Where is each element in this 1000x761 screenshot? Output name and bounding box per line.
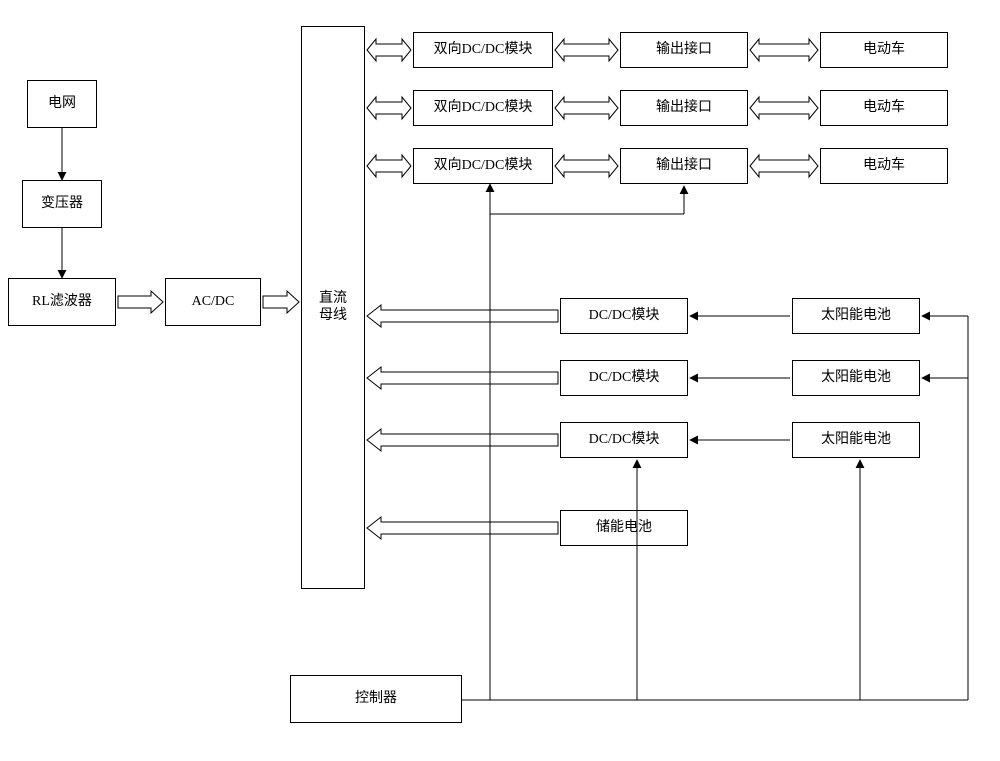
out-if-2-box: 输出接口 (620, 90, 748, 126)
solar-1-box: 太阳能电池 (792, 298, 920, 334)
ev-3-box: 电动车 (820, 148, 948, 184)
solar-3-label: 太阳能电池 (821, 432, 891, 449)
grid-box: 电网 (27, 80, 97, 128)
transformer-box: 变压器 (22, 180, 102, 228)
bi-dcdc-3-label: 双向DC/DC模块 (434, 158, 533, 175)
solar-3-box: 太阳能电池 (792, 422, 920, 458)
acdc-box: AC/DC (165, 278, 261, 326)
solar-2-label: 太阳能电池 (821, 370, 891, 387)
bi-dcdc-1-box: 双向DC/DC模块 (413, 32, 553, 68)
grid-label: 电网 (48, 96, 76, 113)
ev-2-box: 电动车 (820, 90, 948, 126)
ev-2-label: 电动车 (863, 100, 905, 117)
dcdc-2-label: DC/DC模块 (589, 370, 660, 387)
storage-box: 储能电池 (560, 510, 688, 546)
out-if-3-box: 输出接口 (620, 148, 748, 184)
bi-dcdc-3-box: 双向DC/DC模块 (413, 148, 553, 184)
dc-bus-box: 直流 母线 (301, 26, 365, 589)
out-if-1-box: 输出接口 (620, 32, 748, 68)
dcdc-1-box: DC/DC模块 (560, 298, 688, 334)
ev-3-label: 电动车 (863, 158, 905, 175)
solar-2-box: 太阳能电池 (792, 360, 920, 396)
solar-1-label: 太阳能电池 (821, 308, 891, 325)
rl-filter-box: RL滤波器 (8, 278, 116, 326)
controller-box: 控制器 (290, 675, 462, 723)
dcdc-3-box: DC/DC模块 (560, 422, 688, 458)
dcdc-2-box: DC/DC模块 (560, 360, 688, 396)
out-if-1-label: 输出接口 (656, 42, 712, 59)
out-if-2-label: 输出接口 (656, 100, 712, 117)
bi-dcdc-1-label: 双向DC/DC模块 (434, 42, 533, 59)
out-if-3-label: 输出接口 (656, 158, 712, 175)
dc-bus-label: 直流 母线 (319, 291, 347, 325)
acdc-label: AC/DC (192, 294, 235, 311)
ev-1-box: 电动车 (820, 32, 948, 68)
ev-1-label: 电动车 (863, 42, 905, 59)
storage-label: 储能电池 (596, 520, 652, 537)
bi-dcdc-2-label: 双向DC/DC模块 (434, 100, 533, 117)
dcdc-1-label: DC/DC模块 (589, 308, 660, 325)
dcdc-3-label: DC/DC模块 (589, 432, 660, 449)
controller-label: 控制器 (355, 691, 397, 708)
transformer-label: 变压器 (41, 196, 83, 213)
rl-filter-label: RL滤波器 (32, 294, 92, 311)
bi-dcdc-2-box: 双向DC/DC模块 (413, 90, 553, 126)
